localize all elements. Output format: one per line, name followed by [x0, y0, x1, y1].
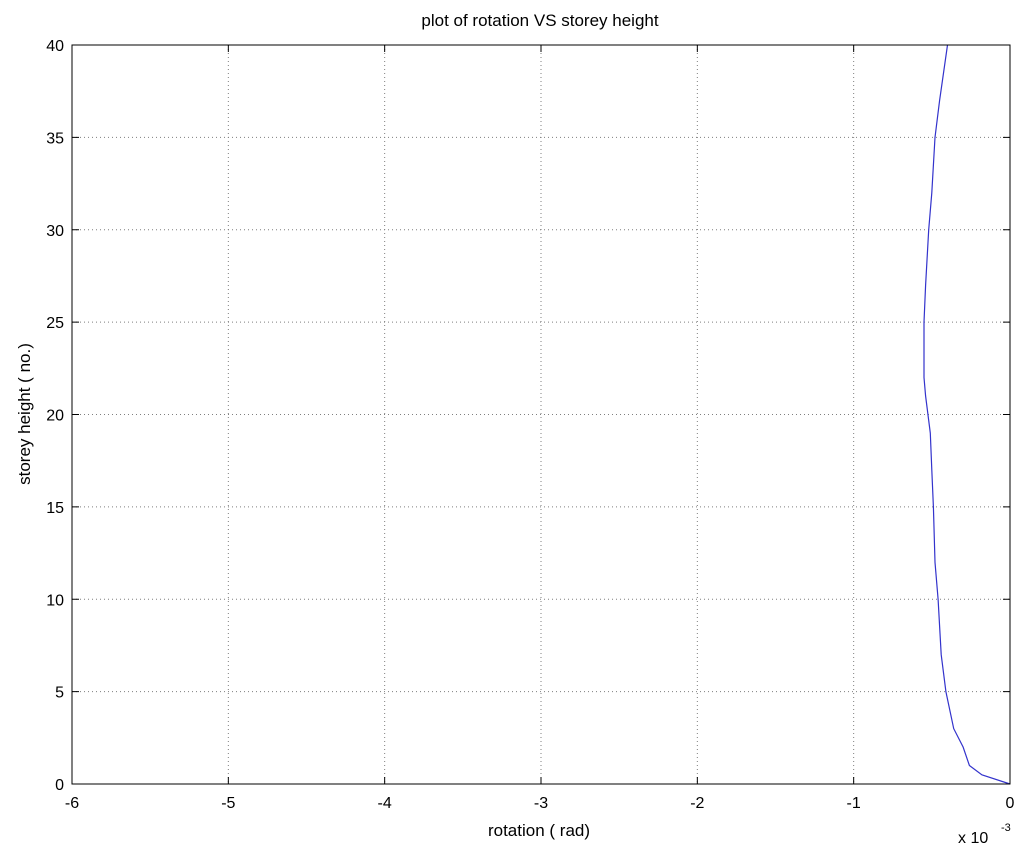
x-axis-label: rotation ( rad)	[488, 821, 590, 840]
y-tick-label: 25	[46, 315, 64, 332]
y-tick-label: 35	[46, 130, 64, 147]
chart-title: plot of rotation VS storey height	[421, 11, 658, 30]
y-tick-label: 10	[46, 592, 64, 609]
series-line	[923, 44, 1011, 785]
x-axis-multiplier-exponent: -3	[1001, 822, 1011, 834]
x-tick-label: -1	[847, 795, 861, 812]
x-tick-label: -3	[534, 795, 548, 812]
x-axis-ticks: -6 -5 -4 -3 -2 -1 0	[65, 45, 1015, 812]
x-axis-multiplier: x 10	[958, 830, 988, 847]
y-tick-label: 40	[46, 38, 64, 55]
y-tick-label: 15	[46, 500, 64, 517]
y-tick-label: 20	[46, 408, 64, 425]
y-tick-label: 30	[46, 223, 64, 240]
x-tick-label: -4	[378, 795, 392, 812]
x-tick-label: 0	[1006, 795, 1015, 812]
series-layer	[923, 44, 1011, 785]
y-axis-ticks: 0 5 10 15 20 25 30 35 40	[46, 38, 1010, 794]
x-tick-label: -5	[221, 795, 235, 812]
grid	[72, 45, 1010, 784]
x-tick-label: -2	[690, 795, 704, 812]
y-tick-label: 0	[55, 777, 64, 794]
y-axis-label: storey height ( no.)	[15, 343, 34, 485]
x-tick-label: -6	[65, 795, 79, 812]
y-tick-label: 5	[55, 685, 64, 702]
